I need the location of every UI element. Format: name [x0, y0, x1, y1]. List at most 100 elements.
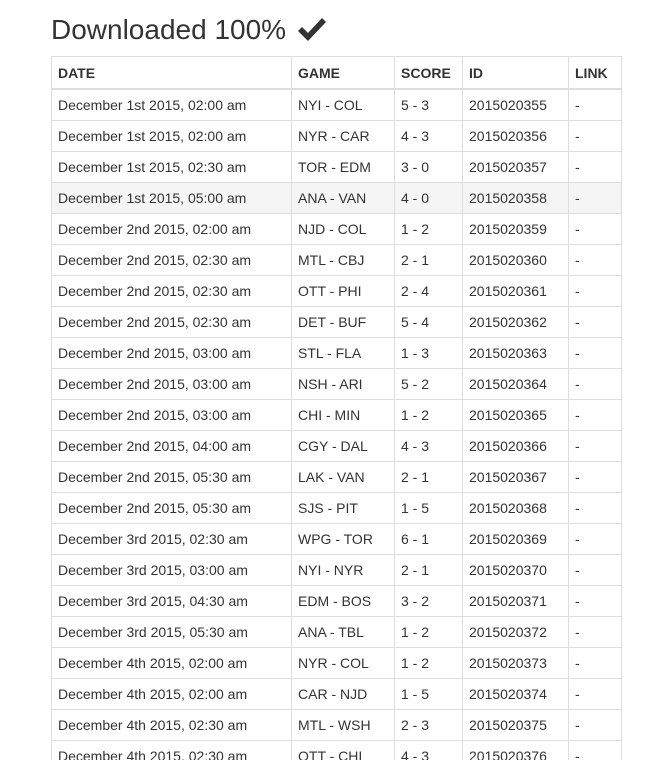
cell-link: - [568, 709, 622, 741]
cell-link: - [568, 492, 622, 524]
table-row: December 2nd 2015, 05:30 am LAK - VAN 2 - … [51, 461, 622, 493]
cell-id: 2015020372 [462, 616, 569, 648]
cell-id: 2015020370 [462, 554, 569, 586]
table-row: December 1st 2015, 02:30 am TOR - EDM 3 - … [51, 151, 622, 183]
cell-link: - [568, 647, 622, 679]
cell-link: - [568, 461, 622, 493]
table-row: December 3rd 2015, 03:00 am NYI - NYR 2 - … [51, 554, 622, 586]
cell-score: 3 - 2 [394, 585, 463, 617]
cell-game: ANA - TBL [291, 616, 395, 648]
cell-game: CGY - DAL [291, 430, 395, 462]
table-row: December 1st 2015, 02:00 am NYI - COL 5 - … [51, 88, 622, 121]
cell-date: December 2nd 2015, 05:30 am [51, 461, 292, 493]
cell-date: December 3rd 2015, 03:00 am [51, 554, 292, 586]
cell-id: 2015020363 [462, 337, 569, 369]
cell-id: 2015020359 [462, 213, 569, 245]
cell-date: December 2nd 2015, 05:30 am [51, 492, 292, 524]
cell-id: 2015020373 [462, 647, 569, 679]
cell-game: STL - FLA [291, 337, 395, 369]
cell-score: 1 - 2 [394, 616, 463, 648]
table-row: December 2nd 2015, 03:00 am CHI - MIN 1 - … [51, 399, 622, 431]
cell-id: 2015020356 [462, 120, 569, 152]
table-row: December 2nd 2015, 03:00 am NSH - ARI 5 - … [51, 368, 622, 400]
cell-date: December 2nd 2015, 02:00 am [51, 213, 292, 245]
cell-score: 1 - 2 [394, 213, 463, 245]
cell-link: - [568, 678, 622, 710]
cell-score: 5 - 2 [394, 368, 463, 400]
cell-game: NSH - ARI [291, 368, 395, 400]
cell-id: 2015020357 [462, 151, 569, 183]
cell-game: NYR - COL [291, 647, 395, 679]
cell-date: December 2nd 2015, 03:00 am [51, 399, 292, 431]
cell-date: December 4th 2015, 02:00 am [51, 647, 292, 679]
column-header-id: ID [462, 56, 569, 90]
page-title: Downloaded 100% [51, 10, 328, 50]
cell-id: 2015020369 [462, 523, 569, 555]
cell-game: OTT - CHI [291, 740, 395, 760]
cell-game: NYI - COL [291, 88, 395, 121]
cell-link: - [568, 182, 622, 214]
cell-link: - [568, 430, 622, 462]
table-row: December 2nd 2015, 02:00 am NJD - COL 1 - … [51, 213, 622, 245]
cell-date: December 2nd 2015, 03:00 am [51, 368, 292, 400]
cell-game: NYR - CAR [291, 120, 395, 152]
cell-score: 1 - 3 [394, 337, 463, 369]
cell-link: - [568, 306, 622, 338]
cell-date: December 2nd 2015, 02:30 am [51, 244, 292, 276]
cell-id: 2015020366 [462, 430, 569, 462]
cell-game: EDM - BOS [291, 585, 395, 617]
cell-game: NYI - NYR [291, 554, 395, 586]
cell-link: - [568, 399, 622, 431]
cell-score: 1 - 2 [394, 647, 463, 679]
cell-link: - [568, 740, 622, 760]
cell-score: 4 - 0 [394, 182, 463, 214]
cell-score: 2 - 4 [394, 275, 463, 307]
cell-game: MTL - WSH [291, 709, 395, 741]
cell-score: 4 - 3 [394, 120, 463, 152]
table-row: December 4th 2015, 02:30 am MTL - WSH 2 - … [51, 709, 622, 741]
cell-game: ANA - VAN [291, 182, 395, 214]
cell-id: 2015020375 [462, 709, 569, 741]
cell-link: - [568, 244, 622, 276]
cell-id: 2015020367 [462, 461, 569, 493]
cell-id: 2015020358 [462, 182, 569, 214]
cell-score: 3 - 0 [394, 151, 463, 183]
cell-game: SJS - PIT [291, 492, 395, 524]
cell-game: MTL - CBJ [291, 244, 395, 276]
cell-score: 1 - 5 [394, 492, 463, 524]
cell-date: December 4th 2015, 02:00 am [51, 678, 292, 710]
cell-game: CAR - NJD [291, 678, 395, 710]
cell-date: December 2nd 2015, 04:00 am [51, 430, 292, 462]
cell-id: 2015020374 [462, 678, 569, 710]
table-header-row: DATE GAME SCORE ID LINK [51, 56, 622, 90]
table-row: December 2nd 2015, 05:30 am SJS - PIT 1 - … [51, 492, 622, 524]
cell-date: December 1st 2015, 02:00 am [51, 120, 292, 152]
cell-id: 2015020362 [462, 306, 569, 338]
table-row: December 4th 2015, 02:00 am CAR - NJD 1 - … [51, 678, 622, 710]
games-table: DATE GAME SCORE ID LINK December 1st 201… [51, 56, 622, 760]
cell-date: December 2nd 2015, 03:00 am [51, 337, 292, 369]
table-row: December 1st 2015, 02:00 am NYR - CAR 4 - … [51, 120, 622, 152]
cell-date: December 2nd 2015, 02:30 am [51, 306, 292, 338]
cell-score: 5 - 3 [394, 88, 463, 121]
cell-date: December 3rd 2015, 05:30 am [51, 616, 292, 648]
cell-link: - [568, 616, 622, 648]
cell-id: 2015020368 [462, 492, 569, 524]
cell-link: - [568, 554, 622, 586]
cell-game: WPG - TOR [291, 523, 395, 555]
cell-link: - [568, 151, 622, 183]
cell-id: 2015020361 [462, 275, 569, 307]
table-row: December 2nd 2015, 02:30 am DET - BUF 5 - … [51, 306, 622, 338]
cell-date: December 3rd 2015, 02:30 am [51, 523, 292, 555]
table-row: December 3rd 2015, 05:30 am ANA - TBL 1 - … [51, 616, 622, 648]
table-row: December 4th 2015, 02:00 am NYR - COL 1 - … [51, 647, 622, 679]
cell-id: 2015020355 [462, 88, 569, 121]
table-row: December 3rd 2015, 02:30 am WPG - TOR 6 - … [51, 523, 622, 555]
cell-id: 2015020371 [462, 585, 569, 617]
cell-score: 2 - 1 [394, 461, 463, 493]
cell-link: - [568, 368, 622, 400]
cell-link: - [568, 88, 622, 121]
download-status-text: Downloaded 100% [51, 14, 287, 45]
cell-link: - [568, 585, 622, 617]
